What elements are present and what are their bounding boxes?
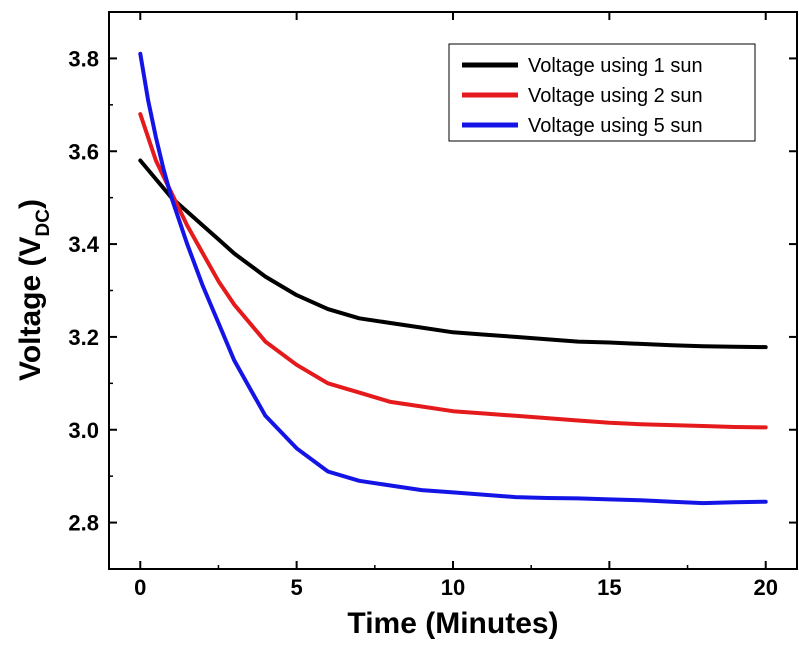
axis-ticks: 0 5 10 15 20 2.8 3.0 3.2 3.4 3.6 3.8 [68,12,797,600]
y-tick-label: 3.0 [68,418,99,443]
legend-label-3: Voltage using 5 sun [528,115,703,137]
x-tick-label: 0 [134,575,146,600]
series-line-2 [138,112,768,430]
x-tick-label: 15 [597,575,621,600]
legend: Voltage using 1 sun Voltage using 2 sun … [448,43,756,142]
y-axis-title-close: ) [14,199,47,209]
y-tick-label: 3.4 [68,232,99,257]
y-axis-title-subscript: DC [33,209,54,237]
y-axis-title: Voltage (VDC) [14,199,54,381]
y-tick-label: 3.8 [68,46,99,71]
y-axis-title-main: Voltage (V [14,236,47,380]
legend-label-1: Voltage using 1 sun [528,55,703,77]
x-tick-label: 5 [291,575,303,600]
y-tick-label: 3.2 [68,325,99,350]
y-tick-label: 3.6 [68,139,99,164]
series-line-1 [138,158,768,350]
legend-label-2: Voltage using 2 sun [528,85,703,107]
x-tick-label: 20 [753,575,777,600]
series-layer [138,51,768,506]
x-axis-title: Time (Minutes) [347,607,558,640]
series-line-3 [138,51,768,506]
x-tick-label: 10 [441,575,465,600]
y-tick-label: 2.8 [68,511,99,536]
